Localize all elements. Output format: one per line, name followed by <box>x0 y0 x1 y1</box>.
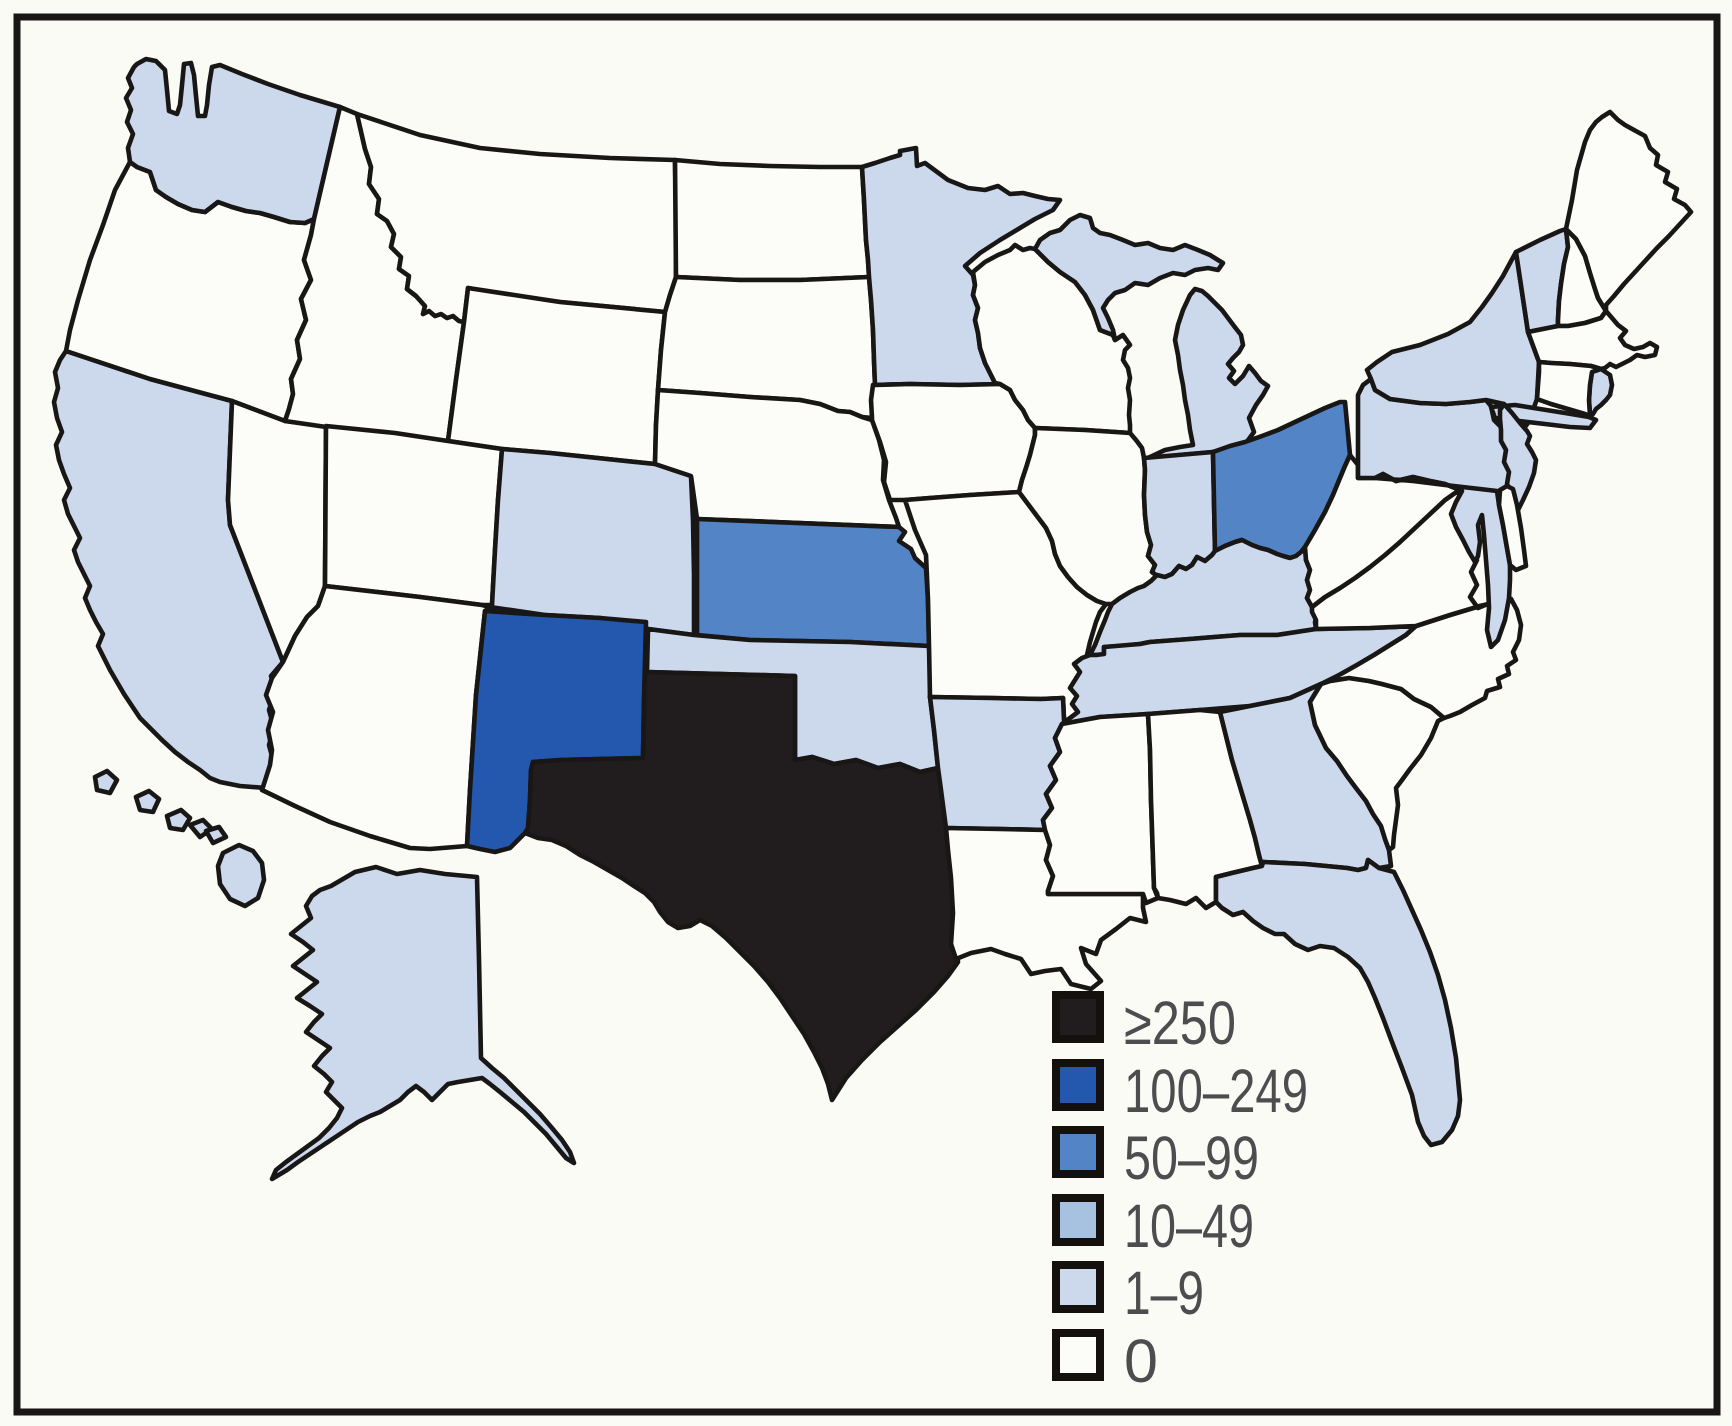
svg-text:0: 0 <box>1124 1327 1158 1395</box>
svg-text:100–249: 100–249 <box>1124 1057 1308 1125</box>
svg-text:50–99: 50–99 <box>1124 1124 1259 1192</box>
svg-text:10–49: 10–49 <box>1124 1192 1254 1260</box>
svg-text:1–9: 1–9 <box>1124 1259 1204 1327</box>
svg-text:≥250: ≥250 <box>1124 989 1236 1057</box>
